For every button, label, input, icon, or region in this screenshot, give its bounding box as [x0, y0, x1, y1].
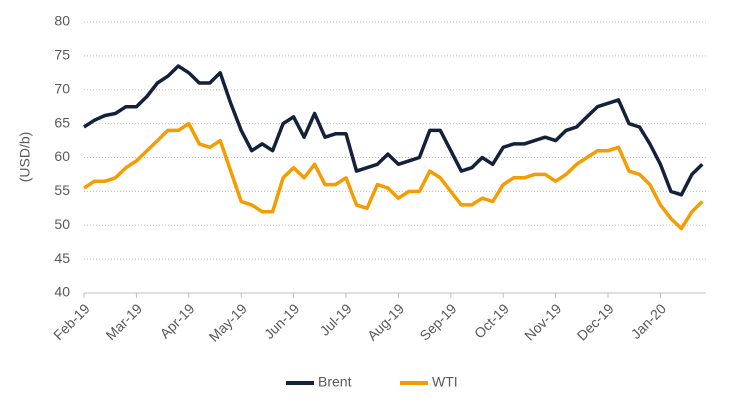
y-tick-label: 65 [54, 114, 70, 130]
x-tick-label: Jan-20 [628, 300, 670, 342]
x-tick-label: Dec-19 [574, 300, 617, 343]
y-axis-label: (USD/b) [17, 132, 33, 183]
legend-label: Brent [318, 374, 352, 390]
y-tick-label: 40 [54, 284, 70, 300]
x-tick-label: Apr-19 [157, 300, 198, 341]
y-tick-label: 50 [54, 216, 70, 232]
x-tick-label: Oct-19 [471, 300, 512, 341]
y-tick-label: 80 [54, 13, 70, 29]
x-tick-label: May-19 [206, 300, 250, 344]
legend-label: WTI [432, 374, 458, 390]
x-tick-label: Jun-19 [261, 300, 303, 342]
series-line [83, 121, 704, 231]
y-tick-label: 75 [54, 47, 70, 63]
y-tick-label: 70 [54, 80, 70, 96]
y-tick-label: 60 [54, 148, 70, 164]
x-tick-label: Sep-19 [416, 300, 459, 343]
x-tick-label: Nov-19 [521, 300, 564, 343]
x-tick-label: Jul-19 [316, 300, 354, 338]
series-line [83, 64, 704, 197]
x-tick-label: Aug-19 [364, 300, 407, 343]
y-tick-label: 45 [54, 250, 70, 266]
y-tick-label: 55 [54, 182, 70, 198]
x-tick-label: Mar-19 [102, 300, 145, 343]
x-tick-label: Feb-19 [50, 300, 93, 343]
